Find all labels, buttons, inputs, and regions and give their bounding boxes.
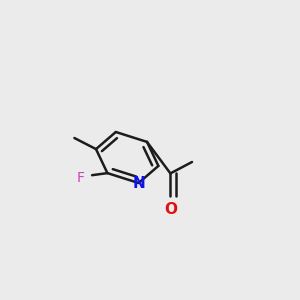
Text: O: O <box>164 202 177 217</box>
Text: N: N <box>132 176 145 190</box>
Text: F: F <box>76 171 84 185</box>
